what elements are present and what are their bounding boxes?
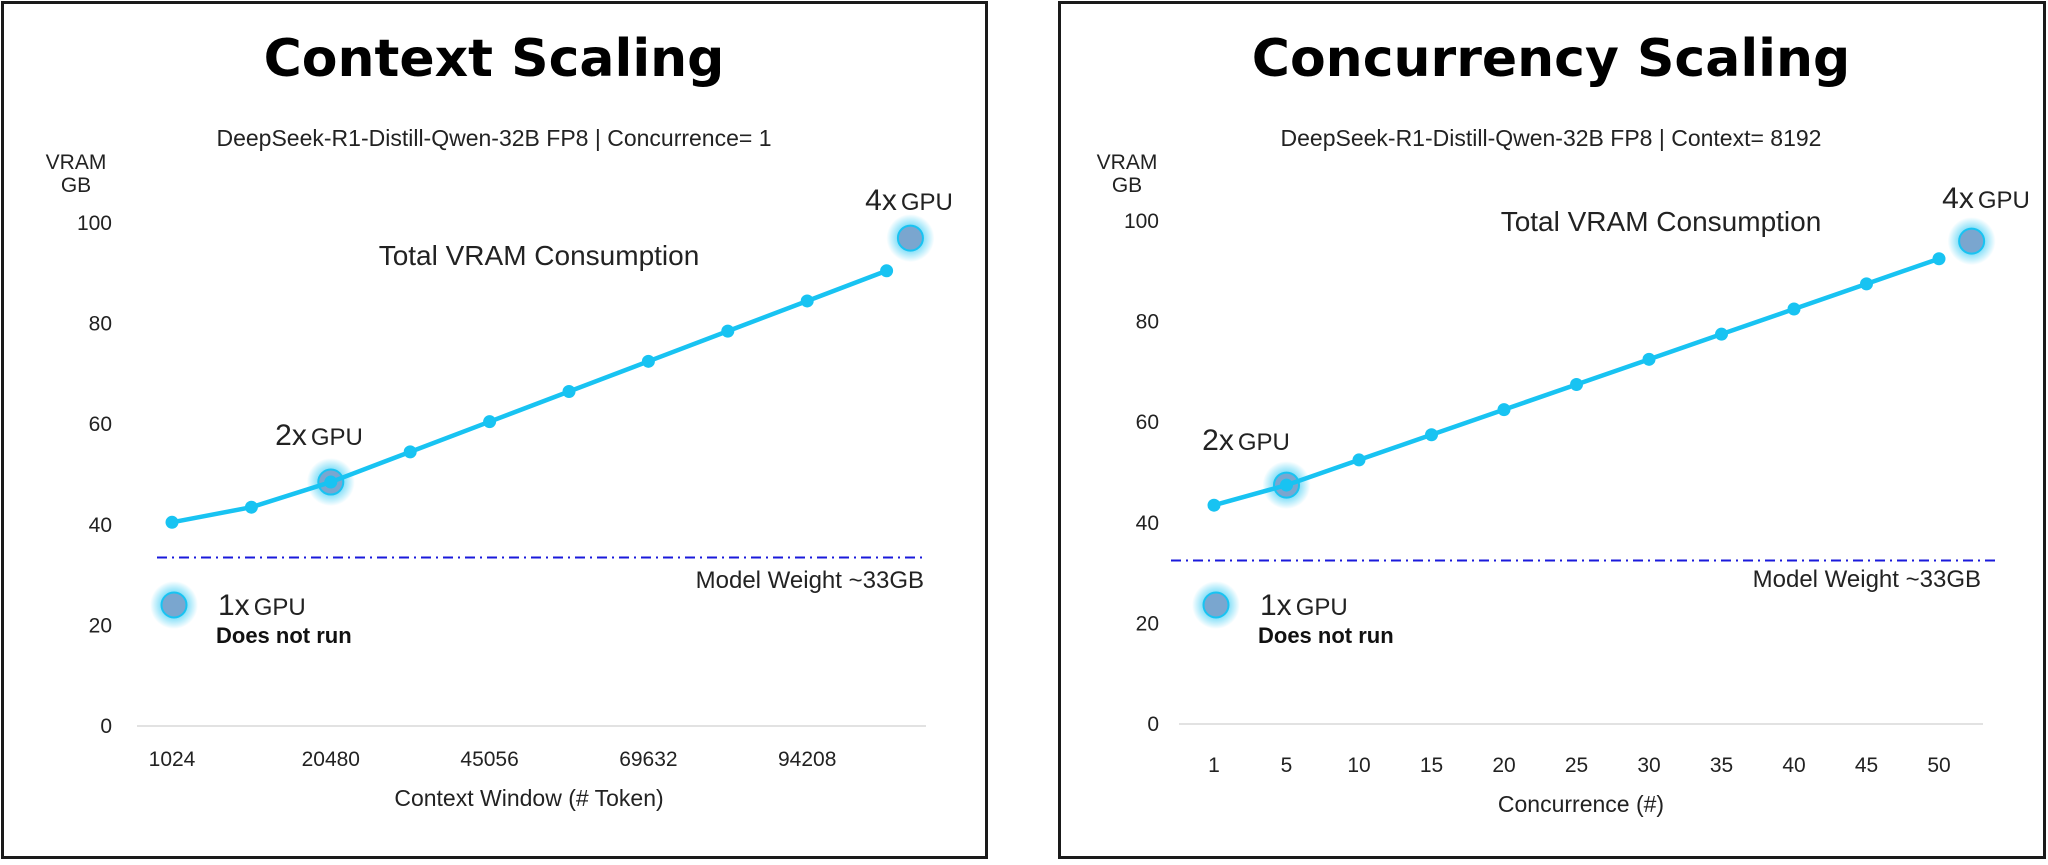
vram-data-point: [1860, 277, 1873, 291]
chart-title: Concurrency Scaling: [1252, 29, 1850, 89]
one-gpu-label: 1x GPU: [1260, 589, 1348, 622]
y-tick-label: 100: [1124, 210, 1159, 233]
concurrency-scaling-chart: Concurrency Scaling DeepSeek-R1-Distill-Q…: [1097, 29, 2030, 817]
vram-data-point: [1642, 352, 1656, 366]
y-tick-label: 0: [100, 715, 112, 738]
chart-subtitle: DeepSeek-R1-Distill-Qwen-32B FP8 | Conte…: [1281, 125, 1822, 151]
x-tick-label: 1024: [149, 748, 196, 771]
vram-data-point: [324, 475, 338, 489]
model-weight-label: Model Weight ~33GB: [696, 567, 924, 594]
concurrency-scaling-panel: Concurrency Scaling DeepSeek-R1-Distill-Q…: [1058, 1, 2046, 859]
y-tick-label: 60: [1136, 411, 1159, 434]
x-tick-label: 35: [1710, 754, 1733, 777]
vram-data-point: [403, 445, 417, 459]
x-tick-label: 25: [1565, 754, 1588, 777]
vram-data-point: [483, 415, 497, 429]
x-tick-label: 1: [1208, 754, 1220, 777]
y-axis-label: VRAM: [46, 151, 107, 174]
y-axis-label: VRAM: [1097, 151, 1158, 174]
x-tick-label: 30: [1637, 754, 1660, 777]
vram-data-point: [1352, 453, 1366, 467]
vram-data-point: [244, 500, 258, 514]
vram-data-point: [1425, 428, 1438, 442]
does-not-run-note: Does not run: [1258, 623, 1394, 648]
vram-data-point: [1932, 252, 1946, 266]
y-axis-unit-label: GB: [61, 174, 91, 197]
x-tick-label: 20: [1492, 754, 1515, 777]
x-axis-title: Context Window (# Token): [394, 785, 663, 811]
y-tick-label: 0: [1147, 713, 1159, 736]
x-tick-label: 20480: [302, 748, 360, 771]
vram-data-point: [1715, 327, 1728, 341]
gpu-marker-label: 2x GPU: [275, 419, 363, 452]
one-gpu-marker: [1202, 591, 1230, 619]
x-tick-label: 40: [1782, 754, 1805, 777]
series-label: Total VRAM Consumption: [1501, 206, 1822, 237]
y-axis-unit-label: GB: [1112, 174, 1142, 197]
vram-data-point: [562, 385, 576, 399]
x-tick-label: 50: [1927, 754, 1950, 777]
chart-subtitle: DeepSeek-R1-Distill-Qwen-32B FP8 | Concu…: [216, 125, 771, 151]
model-weight-label: Model Weight ~33GB: [1753, 566, 1981, 593]
x-tick-label: 10: [1347, 754, 1370, 777]
series-label: Total VRAM Consumption: [379, 240, 700, 271]
one-gpu-label: 1x GPU: [218, 589, 306, 622]
context-scaling-panel: Context Scaling DeepSeek-R1-Distill-Qwen-…: [1, 1, 988, 859]
vram-data-point: [1787, 302, 1801, 316]
vram-data-point: [165, 515, 179, 529]
gpu-marker: [1958, 227, 1986, 255]
x-tick-label: 45: [1855, 754, 1878, 777]
vram-data-point: [880, 264, 894, 278]
gpu-marker-label: 4x GPU: [1942, 182, 2030, 215]
vram-data-point: [1280, 478, 1293, 492]
y-tick-label: 40: [1136, 512, 1159, 535]
one-gpu-marker: [160, 591, 188, 619]
vram-series-line: [169, 268, 889, 525]
does-not-run-note: Does not run: [216, 623, 352, 648]
gpu-marker-label: 2x GPU: [1202, 424, 1290, 457]
y-tick-label: 80: [1136, 311, 1159, 334]
context-scaling-chart: Context Scaling DeepSeek-R1-Distill-Qwen-…: [46, 29, 953, 811]
x-axis-title: Concurrence (#): [1498, 791, 1664, 817]
vram-data-point: [721, 324, 735, 338]
vram-data-point: [800, 294, 814, 308]
y-tick-label: 100: [77, 212, 112, 235]
vram-data-point: [1497, 403, 1511, 417]
vram-data-point: [1570, 377, 1583, 391]
gpu-marker: [896, 224, 924, 252]
x-tick-label: 94208: [778, 748, 836, 771]
x-tick-label: 45056: [460, 748, 518, 771]
y-tick-label: 80: [89, 313, 112, 336]
x-tick-label: 15: [1420, 754, 1443, 777]
x-tick-label: 69632: [619, 748, 677, 771]
y-tick-label: 20: [1136, 612, 1159, 635]
x-tick-label: 5: [1281, 754, 1293, 777]
y-tick-label: 60: [89, 413, 112, 436]
y-tick-label: 20: [89, 614, 112, 637]
y-tick-label: 40: [89, 514, 112, 537]
vram-data-point: [641, 354, 655, 368]
gpu-marker-label: 4x GPU: [865, 184, 953, 217]
chart-title: Context Scaling: [264, 29, 725, 89]
vram-data-point: [1207, 498, 1221, 512]
